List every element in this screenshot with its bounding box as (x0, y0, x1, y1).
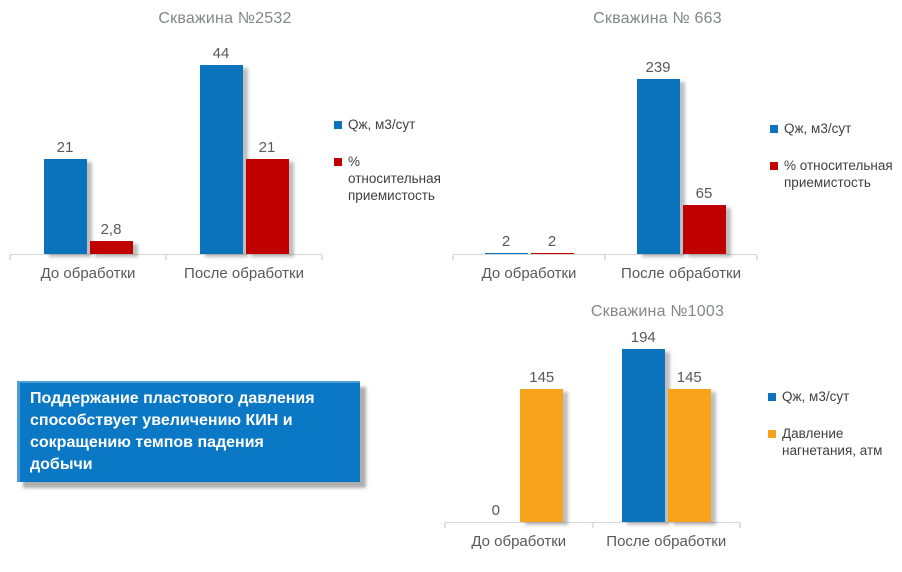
bar (245, 158, 289, 254)
axis-tick (444, 523, 446, 528)
legend-label: % относительная приемистость (348, 154, 441, 203)
bar-slot: 194 (621, 329, 665, 522)
category-axis-labels: До обработки После обработки (10, 265, 322, 282)
legend-marker (770, 125, 778, 133)
value-label: 145 (676, 368, 702, 386)
bar-slot: 0 (474, 329, 517, 522)
axis-tick (604, 255, 606, 260)
category-label: До обработки (471, 533, 567, 550)
legend-label: Qж, м3/сут (784, 121, 852, 136)
legend: Qж, м3/сут % относительная приемистость (770, 120, 896, 191)
legend-item: Qж, м3/сут (770, 120, 896, 137)
bar (520, 388, 564, 522)
category-label: После обработки (184, 265, 304, 282)
bar (530, 252, 574, 254)
legend-item: Qж, м3/сут (768, 388, 898, 405)
chart-well-1003: Скважина №1003 0 145 194 145 До обработки По… (420, 295, 902, 567)
bar (682, 205, 726, 254)
legend-item: Давление нагнетания, атм (768, 425, 898, 459)
chart-title: Скважина №2532 (158, 10, 292, 27)
category-label: После обработки (621, 265, 741, 282)
bar-group: 44 21 (166, 45, 322, 254)
plot-area: 21 2,8 44 21 (9, 45, 323, 260)
info-box: Поддержание пластового давления способст… (17, 381, 360, 482)
axis-tick (321, 255, 323, 260)
value-label: 0 (491, 502, 500, 519)
plot-area: 2 2 239 65 (452, 59, 758, 260)
bar (667, 388, 711, 522)
legend-label: Qж, м3/сут (782, 389, 850, 404)
chart-well-2532: Скважина №2532 21 2,8 44 21 До обработки Пос… (0, 2, 452, 290)
chart-title: Скважина № 663 (593, 10, 722, 27)
chart-well-663: Скважина № 663 2 2 239 65 До обработки После… (450, 2, 902, 290)
value-label: 44 (212, 45, 230, 62)
legend-label: % относительная приемистость (784, 158, 893, 190)
legend-item: Qж, м3/сут (334, 116, 456, 133)
legend-marker (334, 158, 342, 166)
bar-slot: 44 (199, 45, 243, 254)
plot-area: 0 145 194 145 (444, 329, 741, 528)
legend-label: Давление нагнетания, атм (782, 426, 883, 458)
axis-tick (592, 523, 593, 528)
legend: Qж, м3/сут Давление нагнетания, атм (768, 388, 898, 459)
value-label: 65 (695, 185, 713, 203)
bar-slot: 239 (636, 59, 680, 254)
legend-label: Qж, м3/сут (348, 117, 416, 132)
bar-slot: 65 (682, 59, 726, 254)
axis-tick (756, 255, 758, 260)
legend-marker (768, 430, 776, 438)
legend: Qж, м3/сут % относительная приемистость (334, 116, 456, 204)
value-label: 2 (547, 232, 557, 250)
chart-title: Скважина №1003 (590, 303, 725, 320)
value-label: 2,8 (100, 221, 122, 239)
bar-slot: 2,8 (89, 45, 133, 254)
value-label: 21 (56, 138, 74, 156)
value-label: 239 (645, 59, 671, 76)
bar (621, 349, 665, 522)
value-label: 194 (630, 329, 656, 346)
bar (636, 79, 680, 254)
bar-group: 194 145 (593, 329, 741, 522)
category-axis-labels: До обработки После обработки (445, 533, 740, 550)
info-box-text: Поддержание пластового давления способст… (30, 390, 315, 473)
value-label: 21 (258, 138, 276, 156)
bar-slot: 145 (520, 329, 564, 522)
bar (484, 252, 528, 254)
axis-tick (739, 523, 741, 528)
bar-slot: 2 (530, 59, 574, 254)
bar-slot: 2 (484, 59, 528, 254)
category-label: После обработки (606, 533, 727, 550)
axis-tick (452, 255, 454, 260)
category-label: До обработки (481, 265, 577, 282)
category-axis-labels: До обработки После обработки (453, 265, 757, 282)
legend-marker (768, 393, 776, 401)
legend-item: % относительная приемистость (334, 153, 456, 204)
bar (43, 158, 87, 254)
bar-slot: 21 (43, 45, 87, 254)
legend-marker (770, 162, 778, 170)
legend-item: % относительная приемистость (770, 157, 896, 191)
bar-group: 239 65 (605, 59, 757, 254)
category-label: До обработки (40, 265, 136, 282)
value-label: 2 (501, 232, 511, 250)
value-label: 145 (529, 368, 555, 386)
legend-marker (334, 121, 342, 129)
axis-tick (165, 255, 167, 260)
bar-group: 21 2,8 (10, 45, 166, 254)
bar-group: 0 145 (445, 329, 593, 522)
bar-slot: 145 (667, 329, 711, 522)
bar-slot: 21 (245, 45, 289, 254)
bar (199, 65, 243, 254)
axis-tick (9, 255, 11, 260)
bar (89, 241, 133, 254)
